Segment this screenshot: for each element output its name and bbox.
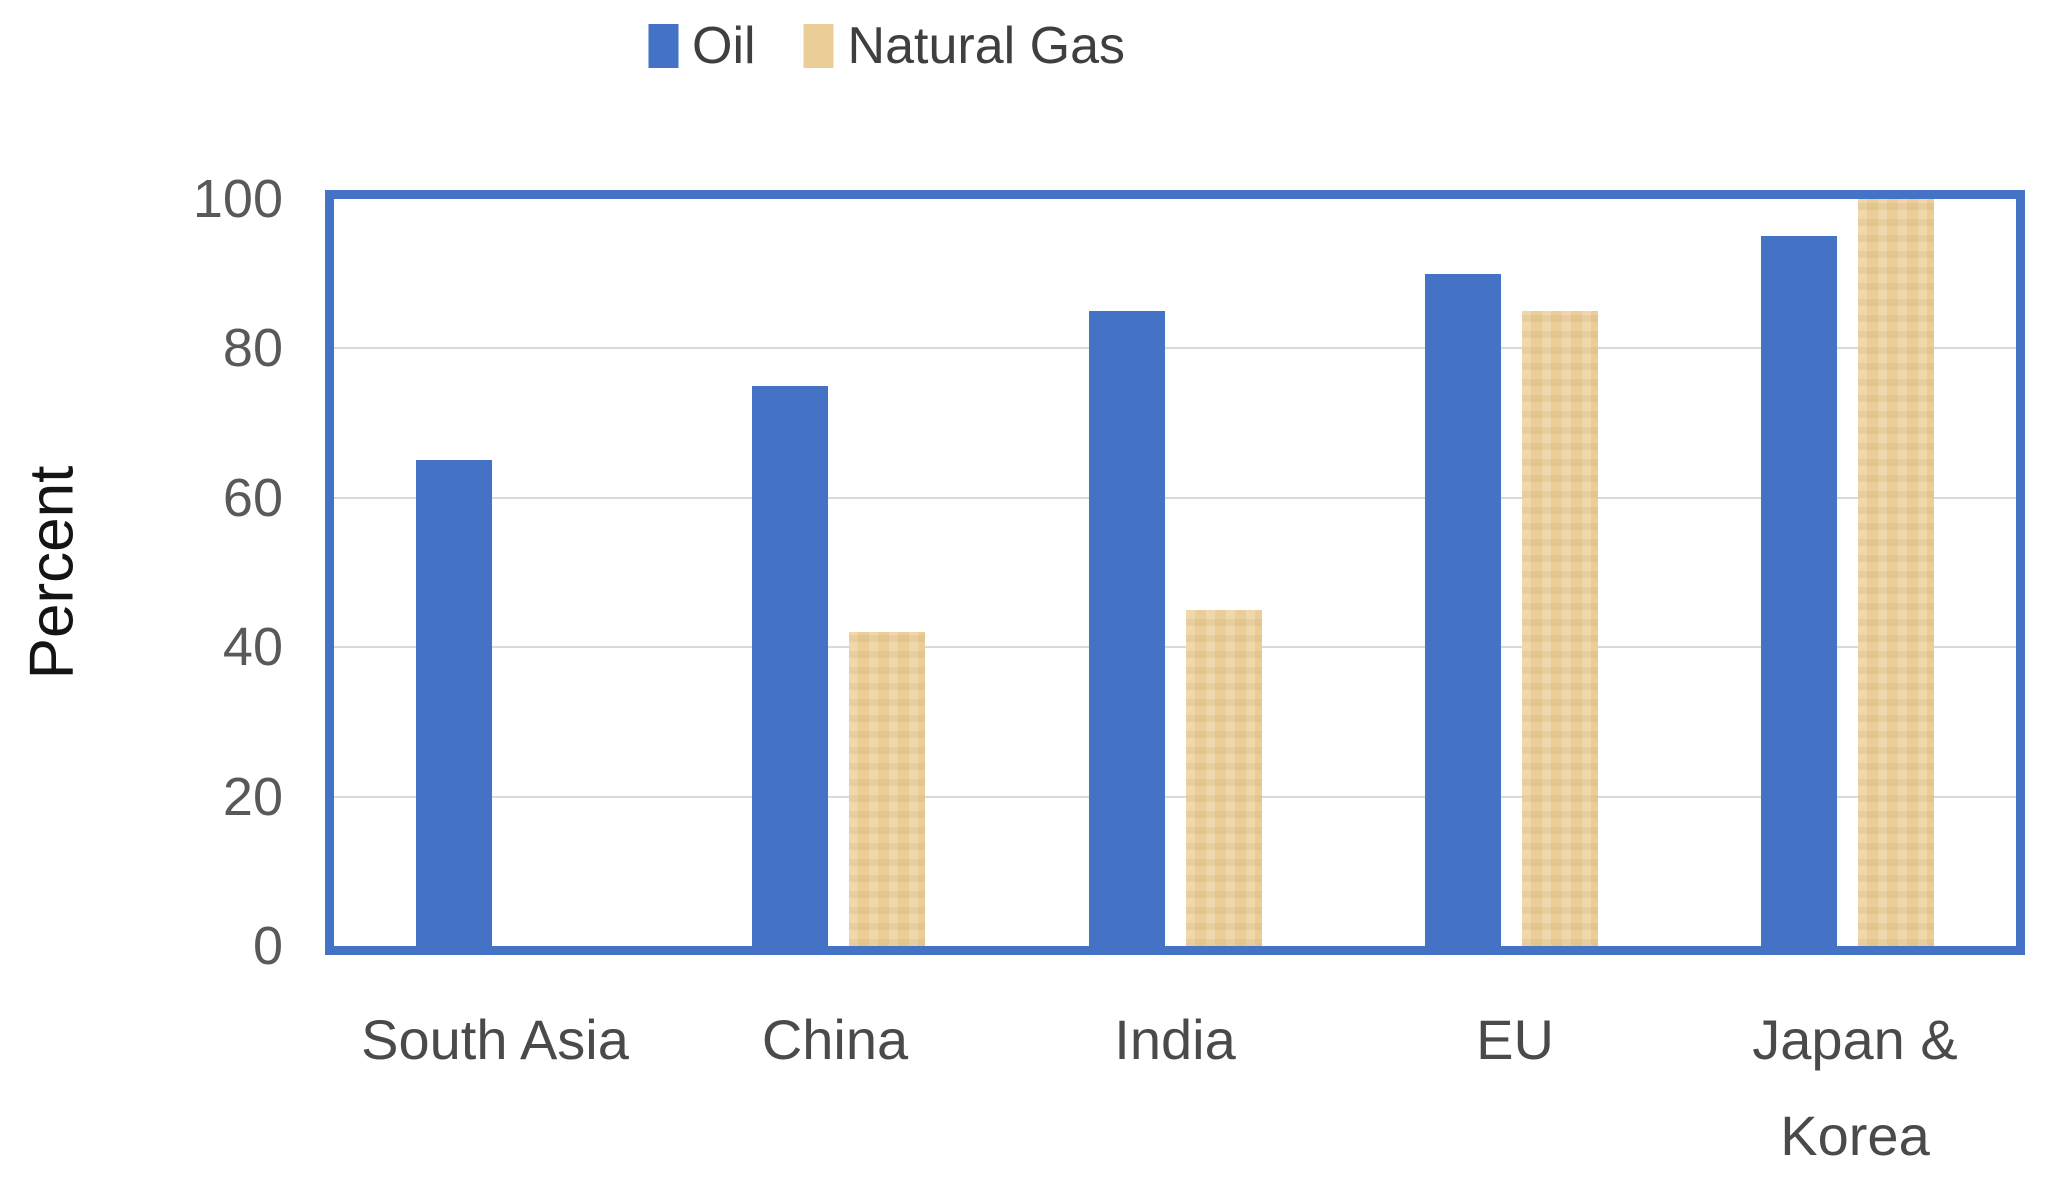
bar-group-japan-korea [1680,199,2016,946]
gridline-20 [334,795,2016,798]
bar-group-india [1007,199,1343,946]
legend-oil-swatch [647,24,678,68]
bars-layer [334,199,2016,946]
y-axis-ticks: 0 20 40 60 80 100 [104,172,325,973]
y-axis-title-text: Percent [17,465,87,680]
legend-item-oil: Oil [647,16,756,76]
bar-natural-gas-japan-korea [1858,199,1935,946]
y-tick-label-20: 20 [222,766,283,827]
bar-oil-china [752,385,829,946]
x-axis-label-china: China [761,1008,909,1071]
y-tick-label-100: 100 [192,169,283,229]
legend-natural-gas-swatch [803,24,834,68]
legend-label: Oil [691,17,756,75]
y-tick-label-60: 60 [222,467,283,528]
x-axis-label-india: India [1114,1008,1236,1071]
y-tick-label-80: 80 [222,318,283,379]
y-tick-label-0: 0 [252,916,283,976]
plot-area [325,190,2025,955]
bar-group-south-asia [334,199,670,946]
bar-natural-gas-eu [1521,311,1598,946]
legend-item-natural-gas: Natural Gas [803,16,1126,76]
bar-group-eu [1343,199,1679,946]
bar-oil-japan-korea [1761,236,1838,946]
y-axis-title: Percent [0,190,104,955]
gridline-40 [334,646,2016,649]
bar-oil-eu [1424,273,1501,946]
x-axis-label-japan-korea: Japan & Korea [1752,1008,1958,1168]
bar-oil-south-asia [415,460,492,946]
gridline-60 [334,496,2016,499]
bar-group-china [670,199,1006,946]
x-axis-label-eu: EU [1476,1008,1554,1071]
legend: Oil Natural Gas [647,16,1126,76]
bar-natural-gas-china [849,632,926,946]
bar-natural-gas-india [1185,609,1262,946]
x-axis-labels: South Asia China India EU Japan & Korea [325,992,2025,1185]
y-tick-label-40: 40 [222,617,283,678]
legend-label: Natural Gas [847,17,1126,75]
gridline-80 [334,347,2016,350]
bar-oil-india [1088,311,1165,946]
x-axis-label-south-asia: South Asia [361,1008,629,1071]
